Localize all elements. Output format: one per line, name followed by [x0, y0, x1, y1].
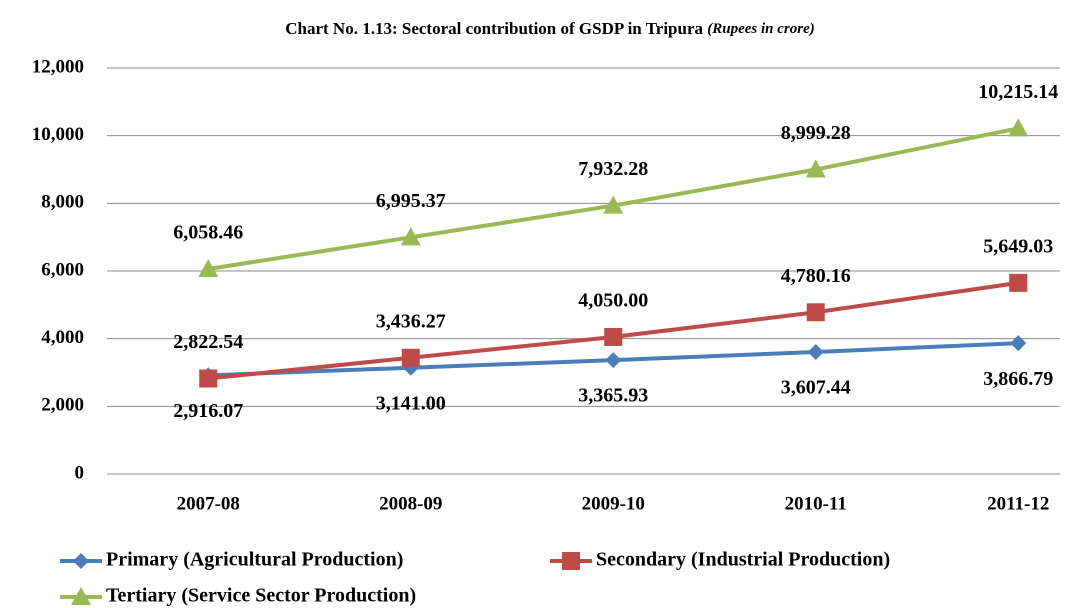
data-label: 6,058.46 — [173, 222, 243, 244]
x-tick-label: 2008-09 — [379, 493, 442, 514]
marker — [1008, 118, 1029, 137]
marker — [199, 369, 218, 388]
y-tick-label: 8,000 — [41, 192, 84, 213]
marker — [1009, 273, 1028, 292]
x-tick-label: 2007-08 — [177, 493, 240, 514]
marker — [604, 327, 623, 346]
data-label: 3,436.27 — [376, 310, 446, 332]
marker — [807, 343, 824, 360]
data-label: 5,649.03 — [983, 235, 1053, 257]
x-tick-label: 2011-12 — [987, 493, 1049, 514]
marker — [198, 259, 219, 278]
marker — [71, 587, 91, 605]
legend-label: Tertiary (Service Sector Production) — [106, 585, 416, 607]
marker — [400, 227, 421, 246]
data-label: 4,780.16 — [781, 265, 851, 287]
data-label: 7,932.28 — [578, 158, 648, 180]
x-tick-label: 2009-10 — [582, 493, 645, 514]
data-label: 3,365.93 — [578, 385, 648, 407]
marker — [1010, 335, 1027, 352]
data-label: 4,050.00 — [578, 290, 648, 312]
data-label: 3,607.44 — [781, 377, 851, 399]
marker — [401, 348, 420, 367]
marker — [603, 195, 624, 214]
legend-label: Primary (Agricultural Production) — [106, 549, 403, 571]
title-text: Chart No. 1.13: Sectoral contribution of… — [285, 19, 703, 38]
marker — [73, 553, 89, 569]
y-tick-label: 4,000 — [41, 327, 84, 348]
data-label: 2,822.54 — [173, 331, 243, 353]
title-note: (Rupees in crore) — [707, 21, 815, 37]
legend-label: Secondary (Industrial Production) — [596, 549, 890, 571]
marker — [605, 352, 622, 369]
y-tick-label: 10,000 — [32, 124, 84, 145]
data-label: 3,866.79 — [983, 368, 1053, 390]
marker — [806, 303, 825, 322]
data-label: 2,916.07 — [173, 400, 243, 422]
y-tick-label: 12,000 — [32, 56, 84, 77]
data-label: 6,995.37 — [376, 190, 446, 212]
y-tick-label: 6,000 — [41, 259, 84, 280]
x-tick-label: 2010-11 — [785, 493, 847, 514]
data-label: 3,141.00 — [376, 392, 446, 414]
marker — [562, 552, 580, 570]
y-tick-label: 0 — [75, 462, 85, 483]
data-label: 8,999.28 — [781, 122, 851, 144]
y-tick-label: 2,000 — [41, 395, 84, 416]
marker — [805, 159, 826, 178]
data-label: 10,215.14 — [978, 81, 1058, 103]
chart-title: Chart No. 1.13: Sectoral contribution of… — [285, 19, 815, 38]
